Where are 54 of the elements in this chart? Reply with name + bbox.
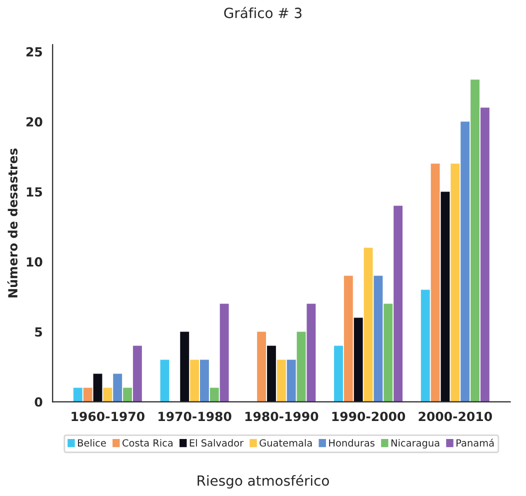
bar [296,332,306,402]
y-axis-title: Número de desastres [7,148,18,298]
bar [440,192,450,402]
bar [210,388,219,402]
x-tick-label: 2000-2010 [418,412,492,422]
x-tick-label: 1960-1970 [72,412,144,422]
bar [374,276,383,402]
bar [257,332,266,402]
bar [220,304,229,402]
y-tick-label: 10 [26,257,42,267]
bar [394,206,403,402]
y-tick-label: 5 [35,327,42,337]
bar [160,360,170,402]
bar [384,304,393,402]
legend-label: Costa Rica [122,439,173,447]
bar [113,374,122,402]
y-tick-label: 20 [26,117,42,127]
bar [306,304,316,402]
y-tick-label: 0 [34,397,42,407]
bar [420,290,430,402]
y-tick-label: 15 [26,187,42,197]
bar [83,388,92,402]
bar [200,360,209,402]
x-tick-label: 1980-1990 [245,412,318,422]
chart-title: Gráfico # 3 [224,6,302,18]
x-tick-label: 1970-1980 [158,412,232,422]
bar [450,164,460,402]
bar [73,388,82,402]
bar [354,318,363,402]
legend-label: Guatemala [260,439,312,447]
legend-label: Panamá [456,438,494,447]
bar [364,248,373,402]
bar [276,360,286,402]
bar [180,332,190,402]
legend-label: Nicaragua [391,439,440,448]
bar [267,346,276,402]
bar [480,108,490,402]
x-tick-label: 1990-2000 [332,412,406,422]
bar [470,80,480,402]
bar [460,122,470,402]
text: Riesgo atmosférico [198,474,329,489]
legend-label: Honduras [329,439,374,447]
bar [93,374,102,402]
bar [132,346,142,402]
bar [286,360,296,402]
legend-label: Belice [78,439,106,447]
legend-label: El Salvador [190,439,244,447]
bar [430,164,440,402]
bar [190,360,199,402]
bar [123,388,132,402]
y-tick-label: 25 [26,47,42,57]
bar [103,388,112,402]
bar [334,346,343,402]
bar [344,276,353,402]
